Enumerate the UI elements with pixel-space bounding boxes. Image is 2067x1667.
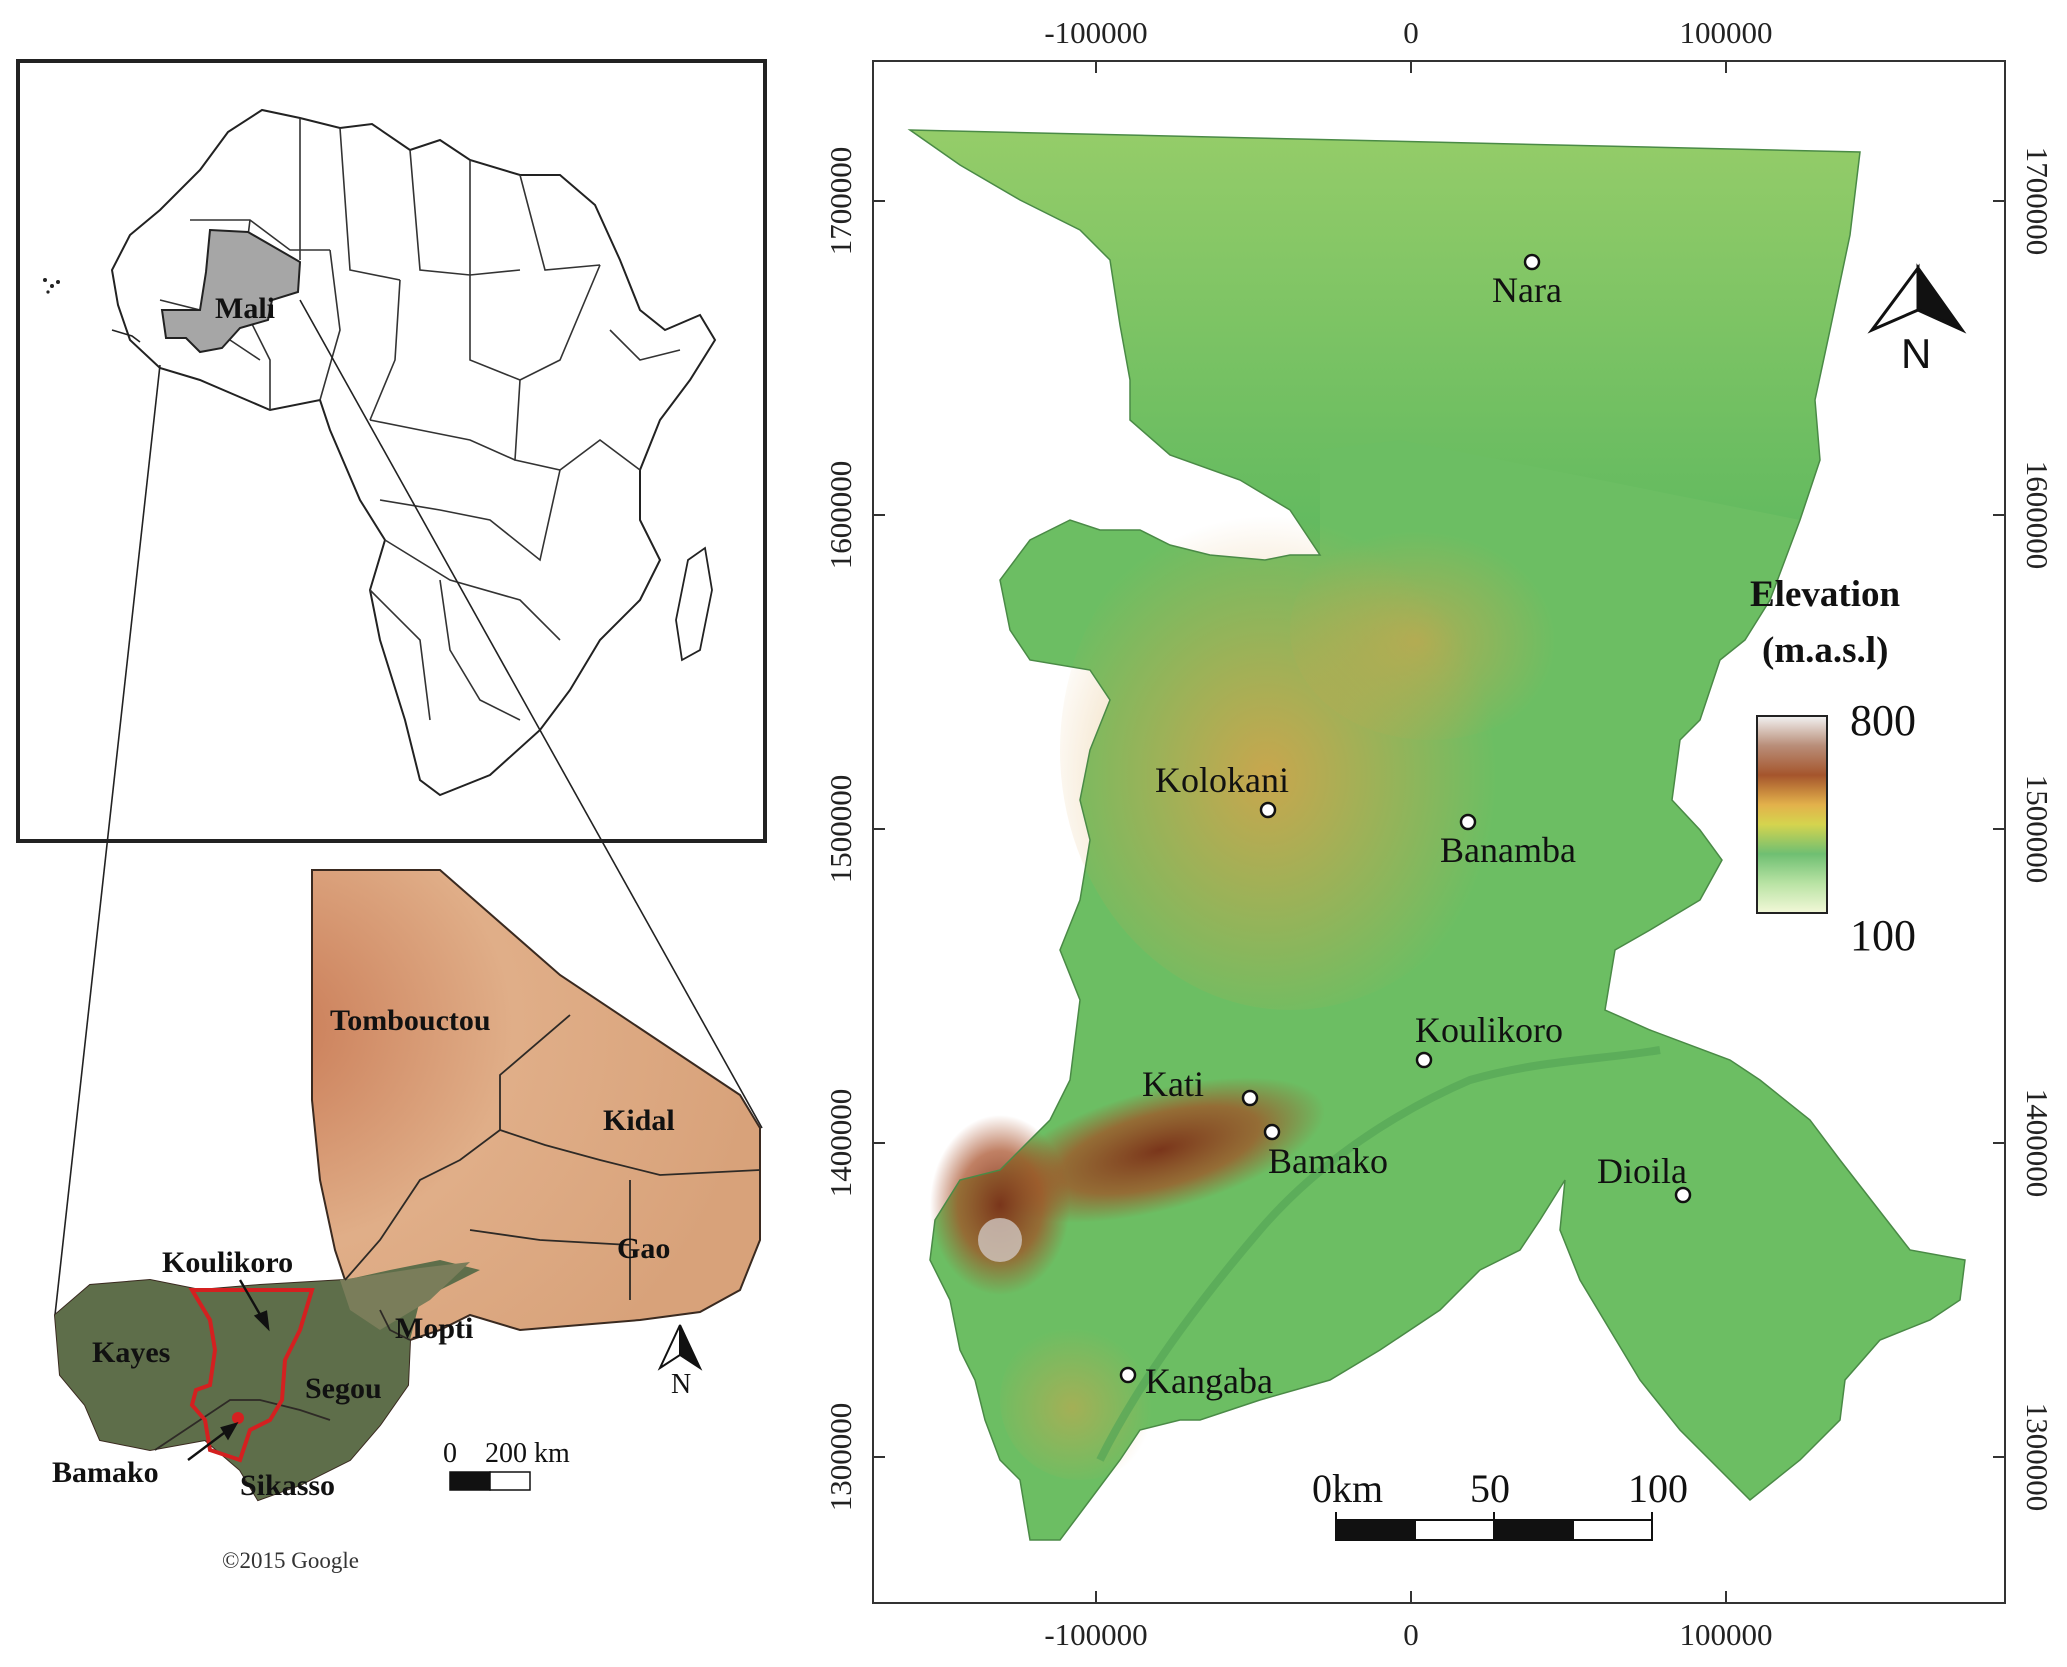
town-nara: Nara [1492,253,1562,310]
y-tick-right-1: 1600000 [2020,461,2055,570]
koulikoro-study-area-outline [188,1288,315,1463]
inset-scale-end: 200 km [485,1438,570,1469]
africa-inset: Mali [16,59,767,843]
region-label-segou: Segou [305,1372,382,1405]
region-label-gao: Gao [617,1232,670,1265]
scale-label-50: 50 [1470,1466,1510,1511]
region-label-mopti: Mopti [395,1312,473,1345]
inset-north-arrow: N [657,1324,703,1400]
madagascar-island [675,546,713,662]
region-outline [907,129,1966,1541]
main-map: -100000 0 100000 -100000 0 100000 170000… [823,15,2055,1652]
legend-min: 100 [1850,911,1916,960]
cape-verde-islands [43,278,60,294]
banamba-highlands [1290,520,1570,740]
x-tick-bottom-1: 0 [1403,1617,1419,1652]
svg-text:Kangaba: Kangaba [1145,1361,1273,1401]
main-north-arrow: N [1867,263,1967,377]
x-tick-top-1: 0 [1403,15,1419,50]
scale-label-0: 0km [1312,1466,1383,1511]
mali-inset: Tombouctou Kidal Gao Koulikoro Mopti Kay… [52,869,761,1573]
region-label-kidal: Kidal [603,1104,675,1137]
x-tick-top-2: 100000 [1680,15,1773,50]
y-tick-left-0: 1700000 [823,147,858,256]
region-label-tombouctou: Tombouctou [330,1004,491,1037]
mali-highlight [160,228,302,354]
region-label-sikasso: Sikasso [240,1469,335,1502]
x-tick-top-0: -100000 [1044,15,1147,50]
y-tick-left-4: 1300000 [823,1403,858,1512]
region-label-koulikoro: Koulikoro [162,1246,293,1279]
y-tick-right-2: 1500000 [2020,775,2055,884]
town-kangaba: Kangaba [1119,1361,1273,1401]
x-tick-bottom-0: -100000 [1044,1617,1147,1652]
inset-scale-bar: 0 200 km [443,1438,570,1491]
town-koulikoro: Koulikoro [1415,1010,1563,1069]
town-kolokani: Kolokani [1155,760,1289,819]
mali-central-vegetation [340,1262,470,1330]
town-banamba: Banamba [1440,813,1576,870]
y-tick-left-1: 1600000 [823,461,858,570]
bamako-dot [232,1412,244,1424]
niger-river-valley [1096,1046,1661,1462]
southern-highlands [1000,1320,1160,1480]
svg-text:Kolokani: Kolokani [1155,760,1289,800]
region-label-bamako: Bamako [52,1456,159,1489]
legend-title-line1: Elevation [1750,574,1900,615]
svg-text:Banamba: Banamba [1440,830,1576,870]
y-tick-left-2: 1500000 [823,775,858,884]
svg-text:Dioila: Dioila [1597,1151,1687,1191]
main-north-label: N [1901,330,1931,377]
inset-connector-lines [54,299,763,1316]
inset-scale-start: 0 [443,1438,457,1469]
mali-label: Mali [215,292,275,325]
inset-north-label: N [671,1369,691,1400]
y-tick-left-3: 1400000 [823,1089,858,1198]
main-scale-bar: 0km 50 100 [1312,1466,1688,1541]
svg-text:Bamako: Bamako [1268,1141,1388,1181]
town-bamako: Bamako [1263,1123,1388,1181]
y-tick-right-3: 1400000 [2020,1089,2055,1198]
region-label-kayes: Kayes [92,1336,170,1369]
imagery-credit: ©2015 Google [222,1548,359,1573]
southwest-peak [978,1218,1022,1262]
northern-plain-tint [910,130,1860,555]
svg-text:Koulikoro: Koulikoro [1415,1010,1563,1050]
legend-title-line2: (m.a.s.l) [1762,630,1888,671]
y-tick-right-4: 1300000 [2020,1403,2055,1512]
southwest-massif [930,1115,1070,1295]
inset-arrows [187,1279,270,1461]
svg-text:Nara: Nara [1492,270,1562,310]
x-tick-bottom-2: 100000 [1680,1617,1773,1652]
scale-label-100: 100 [1628,1466,1688,1511]
town-dioila: Dioila [1597,1151,1692,1204]
elevation-legend: Elevation (m.a.s.l) 800 100 [1750,574,1916,960]
y-tick-right-0: 1700000 [2020,147,2055,256]
mali-region-borders [154,1014,761,1451]
west-coast-detail [111,329,141,343]
legend-max: 800 [1850,696,1916,745]
mandingue-plateau [995,1077,1325,1223]
svg-text:Kati: Kati [1142,1064,1204,1104]
axis-ticks [873,61,2005,1603]
legend-color-ramp [1756,715,1828,914]
town-kati: Kati [1142,1064,1259,1107]
